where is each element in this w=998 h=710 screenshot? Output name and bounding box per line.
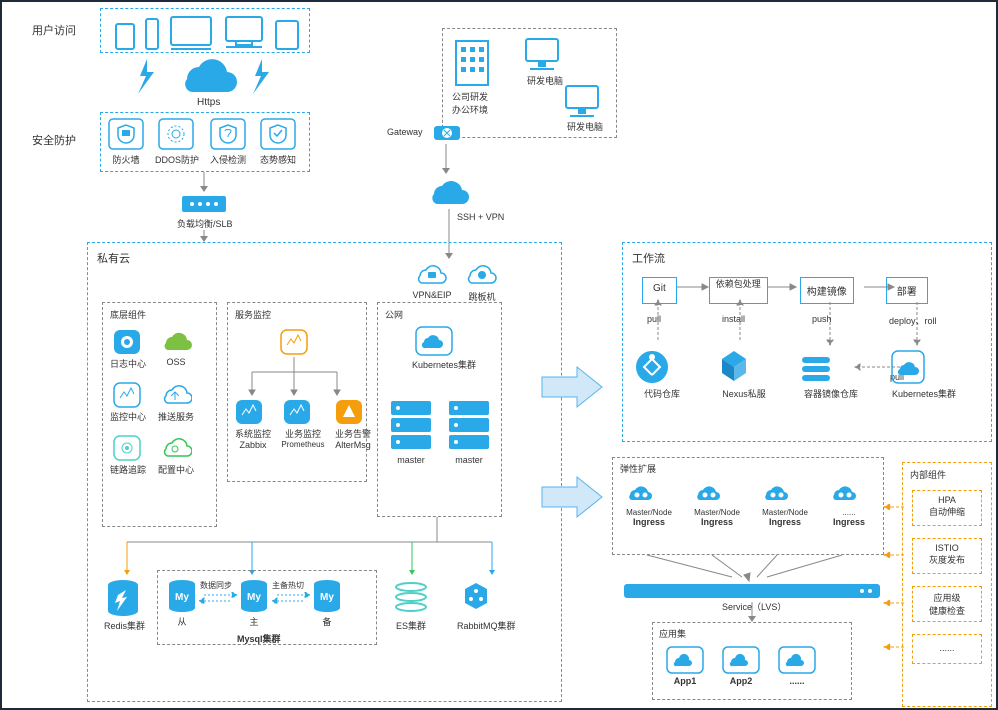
dev-pc1-label: 研发电脑 <box>527 74 563 87</box>
node-dots-item: ......Ingress <box>824 480 874 527</box>
gateway-label: Gateway <box>387 127 423 137</box>
image-repo-item: 容器镜像仓库 <box>796 347 866 400</box>
redis-item: Redis集群 <box>104 577 145 632</box>
node1-item: Master/NodeIngress <box>620 480 678 527</box>
workflow-label: 工作流 <box>632 250 665 266</box>
push-label: push <box>812 314 832 324</box>
public-net-label: 公网 <box>385 308 403 321</box>
big-arrow-icon <box>537 362 607 412</box>
arrow-icon <box>200 230 208 242</box>
altermsg-item: 业务告警AlterMsg <box>332 397 374 450</box>
building-icon <box>452 37 492 87</box>
mysql-standby-item: My 备 <box>310 577 344 628</box>
prometheus-item: 业务监控Prometheus <box>280 397 326 450</box>
arrow-icon <box>442 144 450 174</box>
node3-item: Master/NodeIngress <box>756 480 814 527</box>
base-components-label: 底层组件 <box>110 308 146 321</box>
monitor-center-item: 监控中心 <box>110 380 146 423</box>
router-icon <box>432 122 462 144</box>
orange-arrows <box>882 497 906 657</box>
node2-item: Master/NodeIngress <box>688 480 746 527</box>
link-trace-item: 链路追踪 <box>110 433 146 476</box>
bidir-arrow <box>272 592 310 604</box>
service-lvs-icon <box>622 582 882 600</box>
mysql-master-item: My 主 <box>237 577 271 628</box>
app-dots-item: ...... <box>776 644 818 686</box>
push-service-item: 推送服务 <box>158 380 194 423</box>
svg-text:My: My <box>247 592 261 603</box>
jumpbox-item: 跳板机 <box>462 260 502 303</box>
monitor-icon <box>522 37 562 73</box>
cloud-icon <box>422 174 477 209</box>
master2-item: master <box>445 397 493 465</box>
user-access-box <box>100 8 310 53</box>
ingress-lines <box>622 555 882 585</box>
svg-text:My: My <box>175 592 189 603</box>
k8s-cluster2-item: Kubernetes集群 <box>888 347 960 400</box>
vpn-eip-item: VPN&EIP <box>412 260 452 300</box>
arrow-icon <box>748 602 756 622</box>
private-cloud-label: 私有云 <box>97 250 130 266</box>
app-cluster-label: 应用集 <box>659 627 686 640</box>
intrusion-item: 入侵检测 <box>207 117 249 166</box>
slb-label: 负载均衡/SLB <box>177 217 233 230</box>
dots-item: ...... <box>912 634 982 664</box>
elastic-scaling-label: 弹性扩展 <box>620 462 656 475</box>
log-center-item: 日志中心 <box>110 327 146 370</box>
ddos-item: DDOS防护 <box>155 117 199 166</box>
internal-components-label: 内部组件 <box>910 468 946 481</box>
data-sync-label: 数据同步 <box>200 580 232 591</box>
ssh-vpn-label: SSH + VPN <box>457 212 504 222</box>
monitor-root-icon <box>277 327 311 357</box>
oss-item: OSS <box>158 327 194 370</box>
bidir-arrow <box>199 592 237 604</box>
mysql-slave-item: My 从 <box>165 577 199 628</box>
user-access-label: 用户访问 <box>32 22 76 38</box>
slb-icon <box>180 192 228 216</box>
dev-pc2-label: 研发电脑 <box>567 120 603 133</box>
service-monitor-label: 服务监控 <box>235 308 271 321</box>
master1-item: master <box>387 397 435 465</box>
app1-item: App1 <box>664 644 706 686</box>
https-label: Https <box>197 97 220 108</box>
install-label: install <box>722 314 745 324</box>
arrow-icon <box>200 172 208 192</box>
hpa-item: HPA 自动伸缩 <box>912 490 982 526</box>
dev-env-label: 公司研发 办公环境 <box>452 90 488 116</box>
firewall-item: 防火墙 <box>105 117 147 166</box>
rabbitmq-item: RabbitMQ集群 <box>457 577 516 632</box>
health-item: 应用级 健康检查 <box>912 586 982 622</box>
deploy-roll-label: deploy、roll <box>889 314 937 327</box>
code-repo-item: 代码仓库 <box>632 347 692 400</box>
nexus-item: Nexus私服 <box>714 347 774 400</box>
es-item: ES集群 <box>392 577 430 632</box>
k8s-cloud-item: Kubernetes集群 <box>412 324 476 371</box>
mysql-label: Mysql集群 <box>237 632 281 645</box>
pull-label: pull <box>647 314 661 324</box>
config-center-item: 配置中心 <box>158 433 194 476</box>
svg-text:My: My <box>320 592 334 603</box>
security-label: 安全防护 <box>32 132 76 148</box>
awareness-item: 态势感知 <box>257 117 299 166</box>
master-standby-label: 主备热切 <box>272 580 304 591</box>
big-arrow-icon <box>537 472 607 522</box>
istio-item: ISTIO 灰度发布 <box>912 538 982 574</box>
devices-icon <box>101 9 311 54</box>
zabbix-item: 系统监控Zabbix <box>232 397 274 450</box>
monitor-icon <box>562 84 602 120</box>
app2-item: App2 <box>720 644 762 686</box>
